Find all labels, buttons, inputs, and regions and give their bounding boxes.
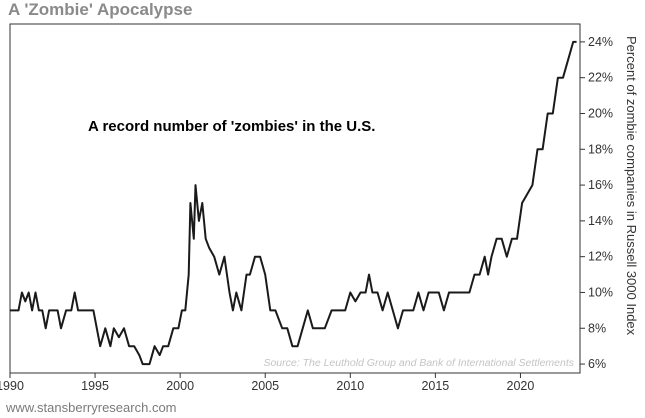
source-note: Source: The Leuthold Group and Bank of I… bbox=[263, 357, 574, 369]
line-chart: 1990 1995 2000 2005 2010 2015 2020 6% 8% 10% 12% 1… bbox=[0, 23, 639, 393]
x-tick-label: 2010 bbox=[336, 379, 364, 393]
y-tick-label: 12% bbox=[588, 250, 613, 264]
y-tick-label: 14% bbox=[588, 214, 613, 228]
y-axis-label: Percent of zombie companies in Russell 3… bbox=[624, 36, 639, 336]
x-tick-label: 2015 bbox=[421, 379, 449, 393]
x-tick-label: 2000 bbox=[166, 379, 194, 393]
x-axis: 1990 1995 2000 2005 2010 2015 2020 bbox=[0, 373, 534, 393]
annotation: A record number of 'zombies' in the U.S. bbox=[88, 118, 375, 135]
y-tick-label: 20% bbox=[588, 106, 613, 120]
y-tick-label: 22% bbox=[588, 71, 613, 85]
x-tick-label: 2020 bbox=[507, 379, 535, 393]
x-tick-label: 1995 bbox=[81, 379, 109, 393]
x-tick-label: 2005 bbox=[251, 379, 279, 393]
y-axis: 6% 8% 10% 12% 14% 16% 18% 20% 22% 24% bbox=[580, 35, 613, 371]
y-tick-label: 24% bbox=[588, 35, 613, 49]
footer-url: www.stansberryresearch.com bbox=[6, 400, 177, 415]
y-tick-label: 6% bbox=[588, 357, 606, 371]
plot-frame bbox=[9, 23, 581, 374]
chart-title: A 'Zombie' Apocalypse bbox=[8, 0, 193, 19]
y-tick-label: 8% bbox=[588, 321, 606, 335]
y-tick-label: 10% bbox=[588, 285, 613, 299]
y-tick-label: 16% bbox=[588, 178, 613, 192]
x-tick-label: 1990 bbox=[0, 379, 24, 393]
series-line bbox=[10, 40, 577, 366]
y-tick-label: 18% bbox=[588, 142, 613, 156]
